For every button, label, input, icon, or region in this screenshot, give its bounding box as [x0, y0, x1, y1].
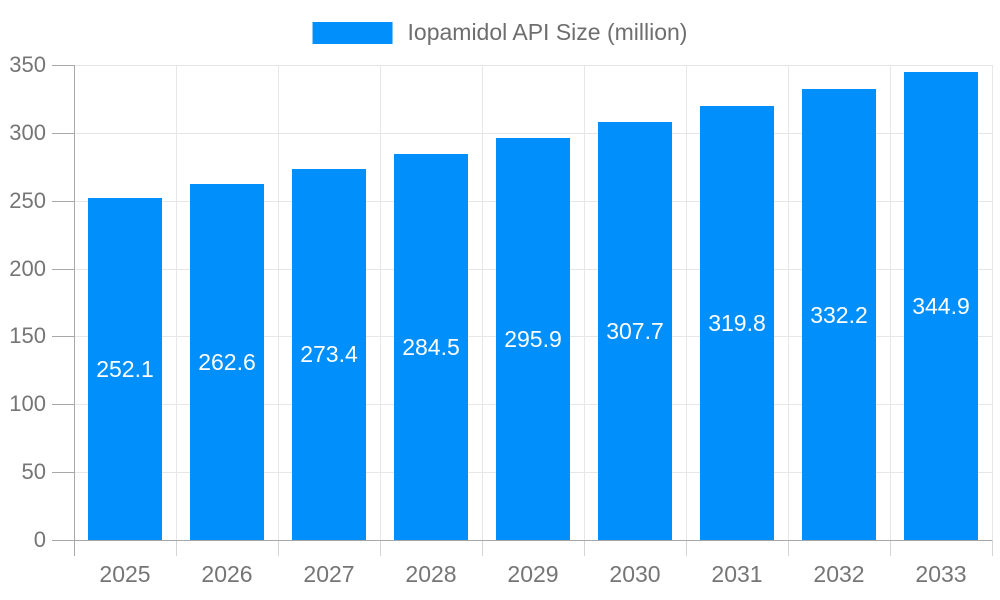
x-gridline-5 [584, 65, 585, 540]
x-tick-1 [176, 540, 177, 556]
x-axis-label-2026: 2026 [201, 561, 253, 587]
y-tick-100 [52, 404, 74, 406]
bar-2031[interactable] [700, 106, 774, 540]
bar-2027[interactable] [292, 168, 366, 540]
x-gridline-8 [890, 65, 891, 540]
y-axis-label-150: 150 [9, 323, 46, 349]
y-axis-label-0: 0 [33, 527, 46, 552]
y-tick-300 [52, 132, 74, 134]
x-axis-line [74, 540, 992, 541]
x-gridline-9 [992, 65, 993, 540]
x-tick-3 [380, 540, 381, 556]
x-gridline-3 [380, 65, 381, 540]
y-tick-250 [52, 200, 74, 202]
y-axis-label-250: 250 [9, 187, 46, 213]
x-axis-label-2031: 2031 [711, 561, 763, 587]
legend-swatch [312, 21, 393, 44]
x-axis-label-2032: 2032 [813, 561, 865, 587]
x-gridline-1 [176, 65, 177, 540]
bar-2032[interactable] [802, 89, 876, 540]
x-tick-8 [890, 540, 891, 556]
bar-2025[interactable] [88, 197, 162, 540]
bar-2033[interactable] [904, 71, 978, 540]
x-axis-label-2025: 2025 [99, 561, 151, 587]
x-tick-2 [278, 540, 279, 556]
x-gridline-7 [788, 65, 789, 540]
bar-2028[interactable] [394, 153, 468, 540]
y-axis-label-350: 350 [9, 52, 46, 77]
bar-2029[interactable] [496, 138, 570, 540]
x-axis-label-2030: 2030 [609, 561, 661, 587]
x-axis-label-2033: 2033 [915, 561, 967, 587]
bar-2026[interactable] [190, 183, 264, 540]
plot-area: 252.1 262.6 273.4 284.5 295.9 307.7 319.8 332.2… [74, 65, 993, 540]
x-tick-4 [482, 540, 483, 556]
y-tick-350 [52, 65, 74, 66]
y-axis-label-300: 300 [9, 119, 46, 145]
y-axis-label-200: 200 [9, 255, 46, 281]
y-gridline-300 [74, 132, 992, 134]
x-tick-6 [686, 540, 687, 556]
y-tick-50 [52, 472, 74, 474]
x-gridline-2 [278, 65, 279, 540]
x-gridline-4 [482, 65, 483, 540]
x-tick-9 [992, 540, 993, 556]
x-axis-label-2027: 2027 [303, 561, 355, 587]
y-axis-label-50: 50 [21, 459, 46, 485]
y-tick-150 [52, 336, 74, 338]
bar-2030[interactable] [598, 122, 672, 540]
y-gridline-350 [74, 65, 992, 66]
x-tick-5 [584, 540, 585, 556]
x-axis-label-2029: 2029 [507, 561, 559, 587]
x-tick-7 [788, 540, 789, 556]
y-tick-0 [52, 540, 74, 541]
legend-item[interactable]: Iopamidol API Size (million) [312, 19, 688, 46]
x-axis-label-2028: 2028 [405, 561, 457, 587]
x-gridline-6 [686, 65, 687, 540]
y-tick-200 [52, 268, 74, 270]
y-axis-label-100: 100 [9, 391, 46, 417]
y-axis-line [74, 65, 75, 556]
legend-label: Iopamidol API Size (million) [407, 19, 688, 45]
